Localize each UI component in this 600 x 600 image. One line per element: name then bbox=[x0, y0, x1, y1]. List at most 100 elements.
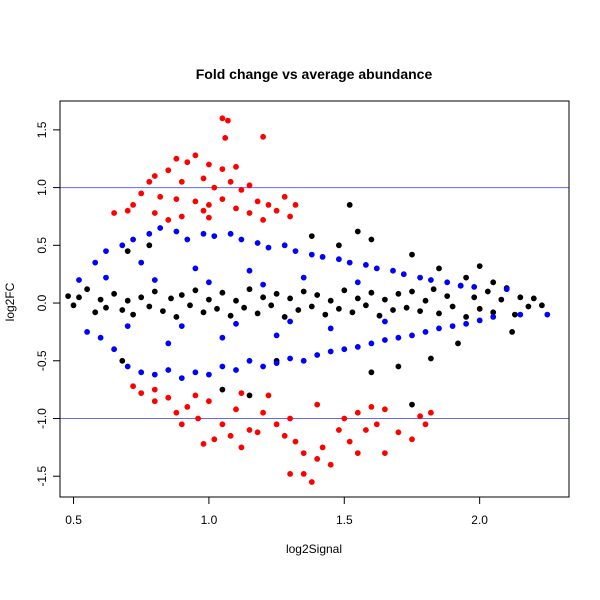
data-point bbox=[192, 198, 199, 205]
y-tick-label: -0.5 bbox=[35, 350, 49, 371]
data-point bbox=[227, 432, 234, 439]
data-point bbox=[273, 421, 280, 428]
data-point bbox=[314, 401, 321, 408]
data-point bbox=[195, 415, 201, 422]
data-point bbox=[422, 328, 429, 335]
data-point bbox=[395, 363, 402, 370]
data-point bbox=[455, 340, 461, 347]
data-points bbox=[65, 115, 551, 485]
data-point bbox=[184, 236, 191, 243]
data-point bbox=[92, 309, 99, 316]
data-point bbox=[173, 228, 180, 235]
data-point bbox=[390, 307, 396, 313]
data-point bbox=[476, 263, 483, 269]
data-point bbox=[165, 340, 172, 347]
data-point bbox=[292, 438, 299, 445]
data-point bbox=[138, 190, 145, 197]
data-point bbox=[409, 401, 415, 408]
x-tick-label: 0.5 bbox=[65, 513, 82, 527]
data-point bbox=[214, 305, 220, 312]
data-point bbox=[130, 383, 136, 390]
data-point bbox=[287, 355, 293, 362]
data-point bbox=[146, 178, 153, 185]
data-point bbox=[368, 403, 375, 410]
data-point bbox=[422, 297, 429, 304]
data-point bbox=[119, 307, 126, 313]
data-point bbox=[395, 290, 402, 297]
data-point bbox=[354, 409, 361, 416]
data-point bbox=[211, 233, 218, 239]
data-point bbox=[111, 290, 117, 297]
data-point bbox=[409, 251, 415, 258]
data-point bbox=[463, 320, 469, 327]
data-point bbox=[211, 184, 218, 191]
data-point bbox=[65, 293, 71, 299]
data-point bbox=[119, 357, 126, 364]
data-point bbox=[512, 311, 518, 318]
data-point bbox=[300, 357, 307, 364]
data-point bbox=[265, 392, 272, 399]
data-point bbox=[354, 343, 361, 350]
data-point bbox=[246, 427, 253, 433]
data-point bbox=[308, 233, 315, 239]
data-point bbox=[124, 323, 131, 329]
data-point bbox=[192, 152, 199, 159]
data-point bbox=[260, 133, 266, 140]
data-point bbox=[187, 302, 193, 309]
data-point bbox=[138, 294, 145, 301]
data-point bbox=[205, 398, 212, 405]
data-point bbox=[346, 438, 353, 445]
data-point bbox=[254, 240, 261, 246]
data-point bbox=[260, 294, 266, 301]
data-point bbox=[178, 375, 185, 381]
data-point bbox=[70, 302, 77, 309]
data-point bbox=[427, 277, 434, 283]
data-point bbox=[449, 323, 456, 329]
data-point bbox=[238, 186, 245, 193]
data-point bbox=[308, 251, 315, 258]
data-point bbox=[463, 274, 469, 281]
data-point bbox=[335, 256, 342, 263]
data-point bbox=[409, 288, 415, 295]
data-point bbox=[205, 371, 212, 378]
data-point bbox=[381, 318, 388, 325]
data-point bbox=[287, 415, 293, 422]
data-point bbox=[327, 461, 334, 468]
data-point bbox=[314, 352, 321, 358]
data-point bbox=[265, 201, 272, 208]
data-point bbox=[373, 421, 380, 428]
data-point bbox=[530, 295, 537, 302]
data-point bbox=[233, 367, 239, 373]
data-point bbox=[476, 317, 483, 324]
data-point bbox=[146, 242, 153, 249]
data-point bbox=[373, 265, 380, 272]
data-point bbox=[178, 213, 185, 220]
data-point bbox=[476, 305, 483, 312]
data-point bbox=[241, 304, 247, 311]
data-point bbox=[219, 289, 226, 296]
data-point bbox=[376, 312, 383, 319]
data-point bbox=[165, 167, 172, 174]
data-point bbox=[427, 409, 434, 416]
data-point bbox=[327, 297, 334, 304]
data-point bbox=[246, 210, 253, 216]
data-point bbox=[509, 328, 515, 335]
data-point bbox=[178, 178, 185, 185]
data-point bbox=[490, 279, 497, 286]
data-point bbox=[146, 303, 153, 310]
data-point bbox=[471, 294, 478, 301]
data-point bbox=[539, 302, 545, 309]
data-point bbox=[178, 421, 185, 428]
data-point bbox=[292, 201, 299, 208]
data-point bbox=[417, 308, 423, 314]
data-point bbox=[422, 421, 429, 428]
data-point bbox=[368, 236, 375, 243]
data-point bbox=[92, 259, 99, 266]
data-point bbox=[260, 409, 266, 416]
x-tick-label: 1.0 bbox=[201, 513, 218, 527]
data-point bbox=[409, 332, 415, 339]
data-point bbox=[157, 193, 164, 200]
data-point bbox=[165, 394, 172, 401]
data-point bbox=[335, 427, 342, 433]
